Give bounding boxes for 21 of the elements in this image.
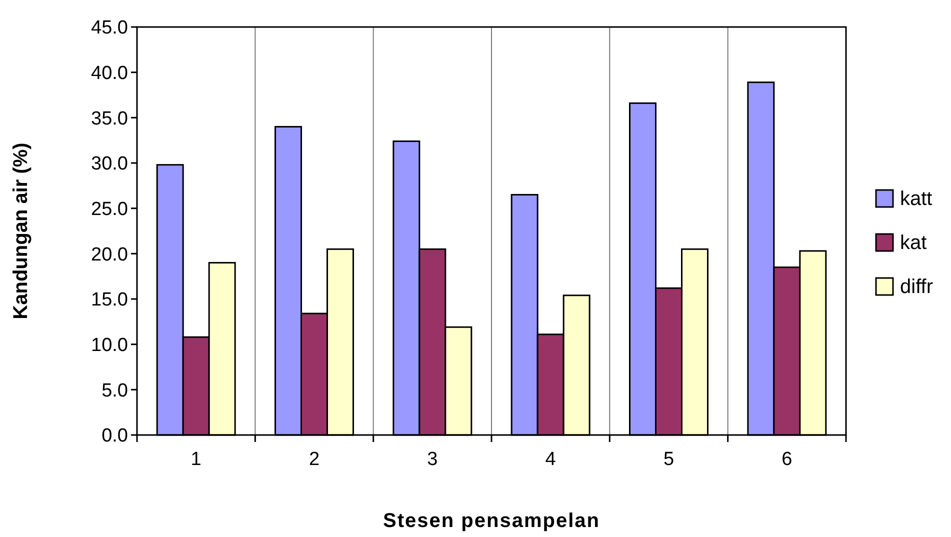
x-tick-label: 3	[427, 449, 438, 470]
x-tick-label: 6	[782, 449, 792, 470]
x-tick-label: 1	[190, 449, 202, 470]
legend-label: katt	[900, 188, 933, 210]
y-tick-label: 15.0	[91, 290, 128, 311]
x-tick-label: 4	[545, 449, 556, 470]
x-axis-title: Stesen pensampelan	[383, 510, 600, 532]
legend-label: kat	[900, 232, 928, 254]
y-axis-title: Kandungan air (%)	[10, 142, 32, 320]
y-tick-label: 0.0	[102, 426, 128, 447]
legend-label: diffr	[900, 276, 934, 298]
y-tick-label: 35.0	[91, 108, 128, 130]
x-tick-label: 5	[663, 449, 674, 470]
y-tick-label: 25.0	[91, 198, 128, 220]
y-tick-label: 20.0	[91, 244, 128, 266]
x-tick-label: 2	[308, 449, 320, 470]
y-tick-label: 10.0	[91, 334, 128, 356]
y-tick-label: 40.0	[91, 62, 128, 84]
y-tick-label: 45.0	[91, 18, 128, 39]
y-tick-label: 30.0	[91, 154, 128, 175]
y-tick-label: 5.0	[102, 380, 128, 402]
